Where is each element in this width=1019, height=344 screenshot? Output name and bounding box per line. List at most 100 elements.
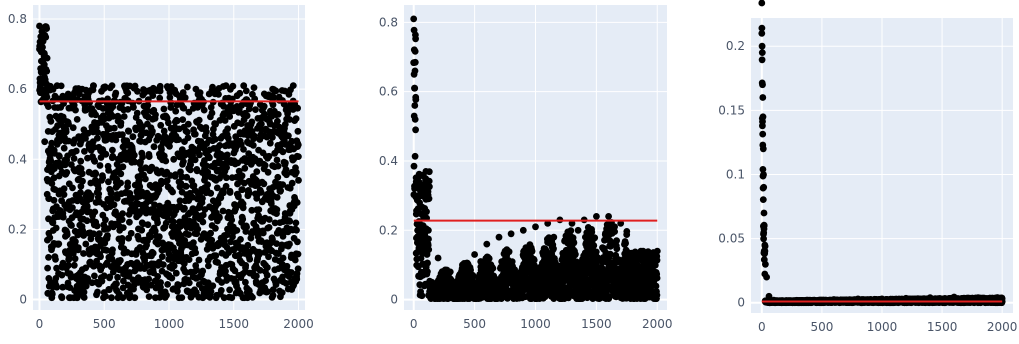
scatter-point bbox=[184, 83, 191, 91]
scatter-point bbox=[170, 155, 178, 163]
scatter-point bbox=[426, 183, 433, 191]
scatter-point bbox=[84, 275, 92, 282]
scatter-point bbox=[180, 158, 187, 166]
scatter-point bbox=[209, 282, 217, 290]
scatter-point bbox=[145, 293, 153, 300]
scatter-point bbox=[74, 271, 82, 279]
scatter-point bbox=[104, 162, 112, 170]
scatter-point bbox=[178, 294, 186, 301]
scatter-point bbox=[253, 257, 261, 265]
scatter-point bbox=[131, 158, 139, 166]
scatter-point bbox=[45, 254, 52, 261]
scatter-point bbox=[295, 153, 302, 161]
scatter-point bbox=[434, 254, 442, 262]
scatter-point bbox=[73, 116, 81, 123]
scatter-point bbox=[62, 128, 70, 136]
scatter-point bbox=[256, 250, 263, 258]
scatter-point bbox=[48, 290, 56, 298]
scatter-point bbox=[169, 218, 177, 226]
y-tick-label: 0.2 bbox=[8, 222, 27, 236]
scatter-point bbox=[233, 227, 241, 234]
scatter-point bbox=[412, 126, 419, 134]
scatter-point bbox=[43, 190, 51, 198]
scatter-point bbox=[77, 182, 85, 190]
scatter-point bbox=[117, 179, 124, 187]
scatter-point bbox=[82, 240, 90, 248]
scatter-point bbox=[216, 142, 224, 149]
scatter-point bbox=[279, 181, 287, 189]
scatter-point bbox=[207, 229, 215, 237]
scatter-point bbox=[207, 104, 215, 111]
scatter-point bbox=[282, 159, 289, 167]
scatter-point bbox=[507, 230, 515, 238]
scatter-point bbox=[95, 185, 102, 192]
scatter-point bbox=[224, 125, 232, 133]
scatter-point bbox=[216, 214, 223, 222]
scatter-point bbox=[172, 107, 180, 115]
scatter-point bbox=[150, 143, 158, 151]
scatter-point bbox=[175, 281, 183, 289]
scatter-point bbox=[105, 178, 112, 186]
scatter-point bbox=[220, 294, 228, 302]
scatter-point bbox=[70, 155, 78, 162]
scatter-point bbox=[109, 246, 116, 254]
scatter-point bbox=[286, 217, 294, 225]
scatter-point bbox=[513, 271, 521, 279]
scatter-point bbox=[623, 228, 631, 235]
scatter-point bbox=[68, 222, 75, 229]
x-tick-label: 1000 bbox=[520, 317, 551, 331]
scatter-point bbox=[233, 138, 240, 146]
scatter-point bbox=[453, 285, 460, 293]
scatter-point bbox=[251, 132, 258, 140]
scatter-point bbox=[155, 134, 162, 142]
scatter-point bbox=[69, 204, 76, 212]
scatter-point bbox=[168, 274, 176, 282]
scatter-point bbox=[226, 113, 234, 120]
scatter-point bbox=[208, 109, 216, 117]
scatter-point bbox=[412, 178, 420, 186]
scatter-point bbox=[49, 219, 56, 226]
scatter-point bbox=[145, 275, 153, 283]
scatter-point bbox=[104, 225, 112, 233]
scatter-point bbox=[95, 103, 103, 111]
scatter-point bbox=[248, 206, 256, 214]
scatter-point bbox=[183, 173, 191, 181]
scatter-point bbox=[173, 117, 181, 125]
scatter-point bbox=[160, 105, 168, 113]
scatter-point bbox=[249, 294, 256, 301]
scatter-point bbox=[65, 254, 73, 262]
scatter-point bbox=[58, 271, 66, 279]
scatter-point bbox=[186, 148, 194, 156]
scatter-point bbox=[223, 231, 231, 239]
scatter-point bbox=[80, 250, 87, 257]
scatter-point bbox=[221, 117, 229, 124]
scatter-point bbox=[477, 258, 485, 265]
scatter-point bbox=[411, 84, 418, 92]
scatter-point bbox=[92, 111, 99, 119]
scatter-point bbox=[239, 186, 246, 194]
scatter-point bbox=[139, 153, 147, 161]
scatter-point bbox=[242, 87, 250, 95]
scatter-point bbox=[758, 0, 766, 7]
scatter-point bbox=[562, 261, 570, 269]
scatter-point bbox=[265, 152, 273, 160]
scatter-point bbox=[138, 226, 146, 234]
scatter-point bbox=[250, 84, 258, 91]
scatter-point bbox=[274, 111, 282, 118]
scatter-point bbox=[91, 272, 98, 280]
scatter-point bbox=[629, 261, 637, 269]
scatter-point bbox=[53, 283, 61, 291]
scatter-point bbox=[117, 170, 125, 178]
scatter-point bbox=[227, 275, 235, 282]
scatter-point bbox=[38, 78, 46, 86]
scatter-point bbox=[574, 226, 582, 234]
scatter-point bbox=[613, 237, 620, 245]
scatter-point bbox=[411, 116, 419, 123]
scatter-point bbox=[622, 239, 629, 247]
scatter-point bbox=[238, 219, 245, 226]
scatter-point bbox=[119, 131, 126, 139]
scatter-point bbox=[170, 262, 178, 270]
scatter-point bbox=[149, 92, 157, 99]
scatter-point bbox=[288, 137, 296, 145]
scatter-point bbox=[410, 70, 418, 78]
